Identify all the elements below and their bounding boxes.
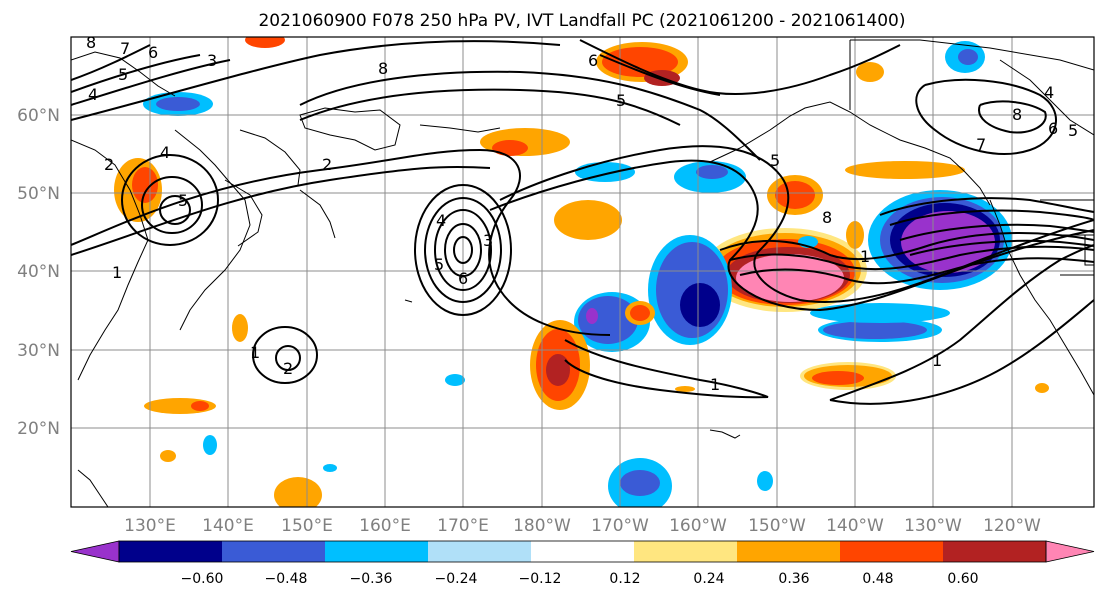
contour-label: 1 xyxy=(860,247,870,266)
colorbar-tick-label: −0.60 xyxy=(181,571,224,587)
colorbar-segment xyxy=(840,541,944,562)
contour-label: 1 xyxy=(250,343,260,362)
contour-label: 4 xyxy=(88,85,98,104)
colorbar-tick-label: 0.36 xyxy=(778,571,809,587)
contour-label: 3 xyxy=(207,51,217,70)
colorbar-frame xyxy=(118,540,1047,563)
lon-label: 140°E xyxy=(202,516,254,536)
colorbar-segment xyxy=(428,541,532,562)
colorbar-segment xyxy=(531,541,635,562)
contour-label: 8 xyxy=(86,33,96,52)
lat-label: 40°N xyxy=(17,262,60,282)
lat-label: 50°N xyxy=(17,184,60,204)
contour-label: 1 xyxy=(112,263,122,282)
contour-label: 5 xyxy=(434,255,444,274)
lon-label: 150°W xyxy=(748,516,806,536)
contour-label: 5 xyxy=(1068,121,1078,140)
lon-label: 160°W xyxy=(669,516,727,536)
lon-label: 180°W xyxy=(513,516,571,536)
lon-label: 120°W xyxy=(983,516,1041,536)
map-panel: 8 7 6 5 4 3 8 6 5 2 2 4 5 1 4 3 5 6 2 1 xyxy=(70,33,1095,508)
colorbar-segment xyxy=(119,541,223,562)
contour-label: 4 xyxy=(160,143,170,162)
graticule xyxy=(71,37,1094,507)
map-frame xyxy=(70,36,1095,508)
colorbar-tick-label: −0.12 xyxy=(519,571,562,587)
colorbar-tick-label: −0.24 xyxy=(435,571,478,587)
colorbar-tick-label: 0.12 xyxy=(609,571,640,587)
contour-label: 8 xyxy=(822,208,832,227)
lon-label: 170°W xyxy=(591,516,649,536)
colorbar-segment xyxy=(737,541,841,562)
contour-label: 6 xyxy=(1048,119,1058,138)
lon-label: 160°E xyxy=(359,516,411,536)
contour-label: 4 xyxy=(1044,83,1054,102)
contour-label: 6 xyxy=(588,51,598,70)
contour-label: 6 xyxy=(148,43,158,62)
contour-label: 2 xyxy=(322,155,332,174)
colorbar: −0.60 −0.48 −0.36 −0.24 −0.12 0.12 0.24 … xyxy=(70,540,1095,587)
contour-label: 8 xyxy=(378,59,388,78)
contour-label: 7 xyxy=(120,39,130,58)
lon-label: 140°W xyxy=(826,516,884,536)
contour-label: 8 xyxy=(1012,105,1022,124)
contour-label: 7 xyxy=(976,135,986,154)
colorbar-tick-label: 0.48 xyxy=(862,571,893,587)
colorbar-segment xyxy=(943,541,1047,562)
colorbar-segment xyxy=(222,541,326,562)
lon-label: 130°W xyxy=(904,516,962,536)
colorbar-tick-label: −0.48 xyxy=(265,571,308,587)
colorbar-segment xyxy=(325,541,429,562)
lat-label: 30°N xyxy=(17,341,60,361)
contour-label: 6 xyxy=(458,269,468,288)
contour-label: 5 xyxy=(616,91,626,110)
colorbar-tick-label: 0.24 xyxy=(693,571,724,587)
longitude-labels: 130°E 140°E 150°E 160°E 170°E 180°W 170°… xyxy=(124,516,1041,536)
colorbar-extend-low xyxy=(70,540,120,563)
contour-label: 2 xyxy=(283,359,293,378)
contour-label: 4 xyxy=(436,211,446,230)
pv-contours xyxy=(71,39,1094,405)
colorbar-extend-high xyxy=(1045,540,1095,563)
lat-label: 20°N xyxy=(17,419,60,439)
latitude-labels: 60°N 50°N 40°N 30°N 20°N xyxy=(17,106,60,439)
contour-label: 5 xyxy=(178,191,188,210)
contour-label: 2 xyxy=(104,155,114,174)
contour-label: 5 xyxy=(770,151,780,170)
lat-label: 60°N xyxy=(17,106,60,126)
colorbar-segments xyxy=(70,540,1095,563)
colorbar-tick-labels: −0.60 −0.48 −0.36 −0.24 −0.12 0.12 0.24 … xyxy=(181,571,979,587)
contour-label: 3 xyxy=(483,231,493,250)
contour-label: 5 xyxy=(118,65,128,84)
contour-label: 1 xyxy=(710,375,720,394)
figure-title: 2021060900 F078 250 hPa PV, IVT Landfall… xyxy=(258,11,905,31)
colorbar-tick-label: −0.36 xyxy=(350,571,393,587)
colorbar-segment xyxy=(634,541,738,562)
colorbar-tick-label: 0.60 xyxy=(947,571,978,587)
lon-label: 170°E xyxy=(437,516,489,536)
pv-contour-labels: 8 7 6 5 4 3 8 6 5 2 2 4 5 1 4 3 5 6 2 1 xyxy=(86,33,1078,394)
lon-label: 150°E xyxy=(281,516,333,536)
lon-label: 130°E xyxy=(124,516,176,536)
contour-label: 1 xyxy=(932,351,942,370)
